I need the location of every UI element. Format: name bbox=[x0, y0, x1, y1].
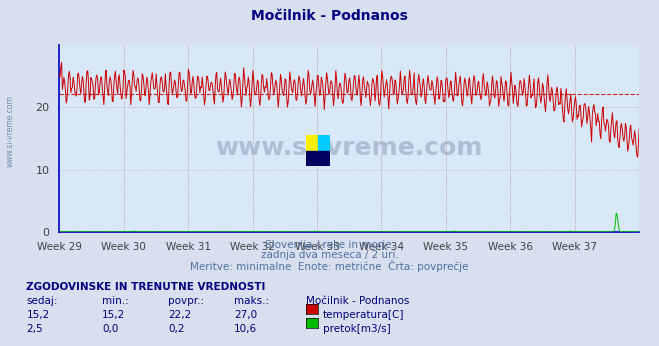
Text: www.si-vreme.com: www.si-vreme.com bbox=[5, 95, 14, 167]
Text: Slovenija / reke in morje.: Slovenija / reke in morje. bbox=[264, 240, 395, 251]
Text: 15,2: 15,2 bbox=[102, 310, 125, 320]
Text: 0,2: 0,2 bbox=[168, 324, 185, 334]
Bar bbox=[318, 135, 330, 151]
Text: temperatura[C]: temperatura[C] bbox=[323, 310, 405, 320]
Text: 15,2: 15,2 bbox=[26, 310, 49, 320]
Text: Močilnik - Podnanos: Močilnik - Podnanos bbox=[251, 9, 408, 22]
Bar bbox=[306, 135, 318, 151]
Text: sedaj:: sedaj: bbox=[26, 296, 58, 306]
Text: 0,0: 0,0 bbox=[102, 324, 119, 334]
Text: min.:: min.: bbox=[102, 296, 129, 306]
Text: www.si-vreme.com: www.si-vreme.com bbox=[215, 136, 483, 160]
Text: Meritve: minimalne  Enote: metrične  Črta: povprečje: Meritve: minimalne Enote: metrične Črta:… bbox=[190, 260, 469, 272]
Text: 2,5: 2,5 bbox=[26, 324, 43, 334]
Text: zadnja dva meseca / 2 uri.: zadnja dva meseca / 2 uri. bbox=[260, 250, 399, 260]
Text: pretok[m3/s]: pretok[m3/s] bbox=[323, 324, 391, 334]
Bar bbox=[306, 151, 318, 166]
Text: maks.:: maks.: bbox=[234, 296, 269, 306]
Text: ZGODOVINSKE IN TRENUTNE VREDNOSTI: ZGODOVINSKE IN TRENUTNE VREDNOSTI bbox=[26, 282, 266, 292]
Text: 10,6: 10,6 bbox=[234, 324, 257, 334]
Text: 22,2: 22,2 bbox=[168, 310, 191, 320]
Text: 27,0: 27,0 bbox=[234, 310, 257, 320]
Text: Močilnik - Podnanos: Močilnik - Podnanos bbox=[306, 296, 410, 306]
Text: povpr.:: povpr.: bbox=[168, 296, 204, 306]
Bar bbox=[318, 151, 330, 166]
